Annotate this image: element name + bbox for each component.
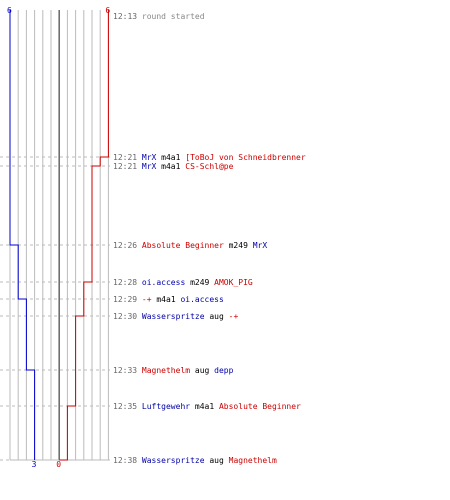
event-time: 12:29: [113, 295, 142, 304]
event-row: 12:33 Magnethelm aug depp: [113, 366, 234, 375]
event-text: m249: [224, 241, 253, 250]
event-text: Absolute Beginner: [219, 402, 301, 411]
event-text: m4a1: [156, 162, 185, 171]
event-text: depp: [214, 366, 233, 375]
event-row: 12:13 round started: [113, 12, 205, 21]
event-text: aug: [205, 456, 229, 465]
event-time: 12:26: [113, 241, 142, 250]
event-text: Luftgewehr: [142, 402, 190, 411]
event-time: 12:21: [113, 153, 142, 162]
event-time: 12:28: [113, 278, 142, 287]
event-row: 12:26 Absolute Beginner m249 MrX: [113, 241, 267, 250]
blue-start-count: 6: [7, 6, 12, 15]
event-text: Wasserspritze: [142, 456, 205, 465]
event-text: -+: [229, 312, 239, 321]
event-row: 12:38 Wasserspritze aug Magnethelm: [113, 456, 277, 465]
team-lines: [9, 10, 109, 461]
event-text: CS-Schl@pe: [185, 162, 233, 171]
event-text: oi.access: [180, 295, 224, 304]
event-row: 12:29 -+ m4a1 oi.access: [113, 295, 224, 304]
event-row: 12:21 MrX m4a1 CS-Schl@pe: [113, 162, 234, 171]
event-row: 12:21 MrX m4a1 [ToBoJ von Schneidbrenner: [113, 153, 306, 162]
event-time: 12:30: [113, 312, 142, 321]
event-time: 12:38: [113, 456, 142, 465]
red-team-line: [59, 10, 109, 461]
event-guide-lines: [0, 156, 110, 461]
event-text: MrX: [253, 241, 268, 250]
event-text: MrX: [142, 162, 157, 171]
event-row: 12:28 oi.access m249 AMOK_PIG: [113, 278, 253, 287]
event-text: m249: [185, 278, 214, 287]
event-time: 12:35: [113, 402, 142, 411]
event-text: [ToBoJ von Schneidbrenner: [185, 153, 306, 162]
red-end-count: 0: [56, 460, 61, 469]
event-text: aug: [190, 366, 214, 375]
event-text: Wasserspritze: [142, 312, 205, 321]
event-text: aug: [205, 312, 229, 321]
event-row: 12:35 Luftgewehr m4a1 Absolute Beginner: [113, 402, 301, 411]
event-row: 12:30 Wasserspritze aug -+: [113, 312, 238, 321]
event-text: Absolute Beginner: [142, 241, 224, 250]
event-text: Magnethelm: [229, 456, 277, 465]
red-start-count: 6: [105, 6, 110, 15]
event-text: m4a1: [190, 402, 219, 411]
blue-end-count: 3: [32, 460, 37, 469]
event-text: -+: [142, 295, 152, 304]
event-log: 12:13 round started 12:21 MrX m4a1 [ToBoJ…: [113, 12, 306, 465]
event-text: round started: [142, 12, 205, 21]
event-text: Magnethelm: [142, 366, 190, 375]
player-grid: [9, 10, 109, 461]
event-text: m4a1: [152, 295, 181, 304]
event-time: 12:21: [113, 162, 142, 171]
event-time: 12:13: [113, 12, 142, 21]
event-time: 12:33: [113, 366, 142, 375]
blue-team-line: [9, 10, 36, 460]
event-text: oi.access: [142, 278, 186, 287]
event-text: AMOK_PIG: [214, 278, 253, 287]
event-text: MrX: [142, 153, 157, 162]
event-text: m4a1: [156, 153, 185, 162]
team-count-labels: 6 6 3 0: [7, 6, 110, 469]
